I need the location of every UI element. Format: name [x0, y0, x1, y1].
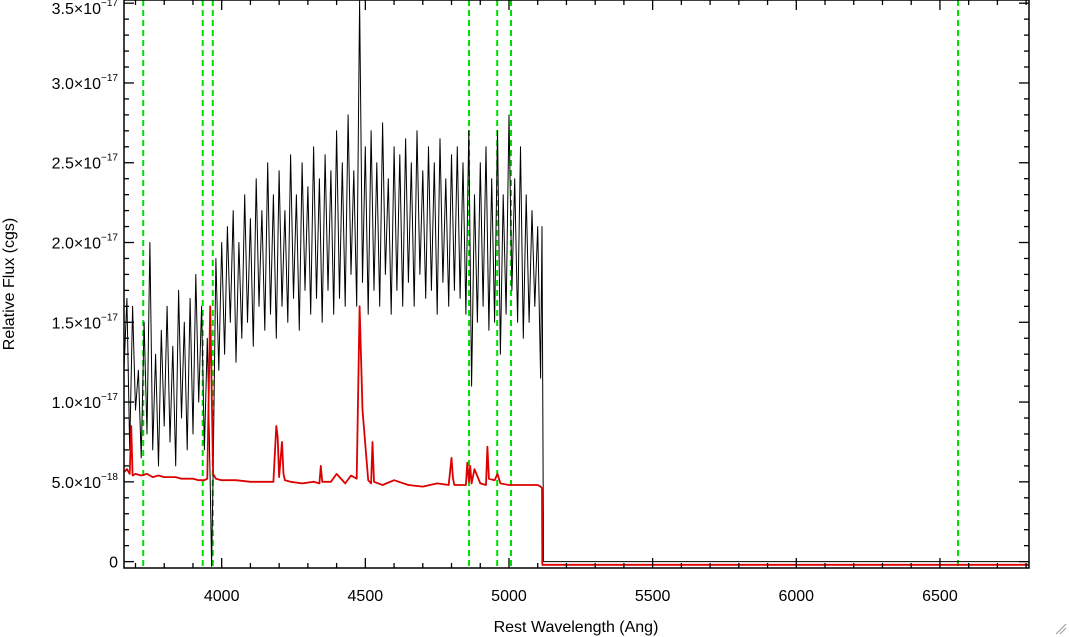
x-tick-label: 4000 [204, 588, 240, 605]
series-line-0 [124, 0, 1029, 567]
y-tick-label: 5.0×10−18 [52, 472, 119, 492]
resize-grip-icon[interactable] [1055, 623, 1067, 635]
x-tick-label: 4500 [348, 588, 384, 605]
x-axis: 4000 4500 5000 5500 6000 6500 [134, 0, 1027, 605]
plot-area [124, 0, 1029, 568]
x-tick-label: 5000 [491, 588, 527, 605]
y-axis: 0 5.0×10−18 1.0×10−17 1.5×10−17 2.0×10−17 2.5… [52, 0, 1029, 572]
y-axis-title: Relative Flux (cgs) [1, 218, 18, 350]
x-tick-label: 5500 [635, 588, 671, 605]
y-tick-label: 2.0×10−17 [52, 233, 119, 253]
y-tick-label: 0 [109, 555, 118, 572]
x-tick-label: 6000 [778, 588, 814, 605]
x-tick-label: 6500 [922, 588, 958, 605]
series-line-1 [124, 305, 1029, 566]
y-tick-label: 2.5×10−17 [52, 153, 119, 173]
emission-line-markers [142, 0, 960, 568]
y-tick-label: 3.5×10−17 [52, 0, 119, 18]
y-tick-label: 1.5×10−17 [52, 312, 119, 332]
series-layer [124, 0, 1029, 567]
x-axis-title: Rest Wavelength (Ang) [494, 619, 659, 636]
y-tick-label: 1.0×10−17 [52, 392, 119, 412]
y-tick-label: 3.0×10−17 [52, 73, 119, 93]
plot-frame [123, 0, 1030, 569]
